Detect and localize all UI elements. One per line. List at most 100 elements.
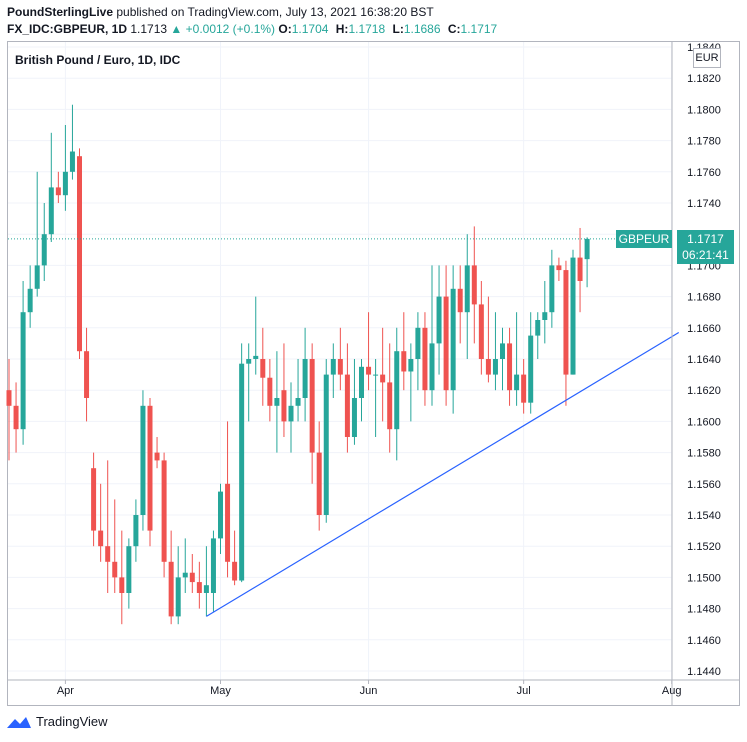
- candle-body: [295, 398, 301, 406]
- candle-body: [528, 335, 534, 403]
- candle-body: [563, 270, 569, 375]
- y-tick-label: 1.1660: [687, 323, 721, 335]
- candle-down: [147, 398, 153, 547]
- candle-body: [436, 296, 442, 344]
- candle-body: [77, 156, 82, 352]
- x-tick-label: Aug: [662, 685, 682, 697]
- trend-line: [206, 331, 680, 617]
- y-tick-label: 1.1440: [687, 666, 721, 678]
- candle-down: [443, 265, 449, 406]
- candle-body: [549, 265, 555, 313]
- candle-body: [147, 405, 153, 531]
- candle-body: [330, 359, 336, 375]
- chart-frame: [7, 41, 740, 706]
- candle-body: [450, 288, 456, 391]
- open-value: 1.1704: [291, 22, 329, 36]
- candle-down: [13, 382, 19, 453]
- candle-down: [168, 530, 174, 625]
- candle-up: [584, 237, 590, 288]
- candle-up: [34, 171, 40, 297]
- candle-up: [218, 483, 223, 554]
- candle-down: [55, 171, 61, 203]
- candle-body: [373, 374, 379, 376]
- candle-body: [98, 530, 104, 547]
- candle-up: [570, 249, 576, 375]
- candle-body: [408, 359, 414, 372]
- candle-body: [521, 374, 527, 403]
- candle-down: [154, 437, 160, 469]
- candle-up: [41, 203, 47, 281]
- candle-down: [6, 359, 12, 461]
- candle-body: [351, 398, 357, 437]
- x-tick-label: Jun: [360, 685, 378, 697]
- candle-body: [323, 374, 329, 515]
- candle-up: [323, 359, 329, 523]
- publisher-name[interactable]: PoundSterlingLive: [7, 5, 114, 19]
- candle-body: [542, 312, 548, 320]
- footer-brand: TradingView: [36, 714, 108, 729]
- candle-body: [500, 343, 505, 359]
- last-price-tag: 1.1717 06:21:41: [677, 230, 734, 264]
- open-label: O:: [278, 22, 292, 36]
- candle-up: [436, 265, 442, 375]
- currency-label[interactable]: EUR: [693, 48, 721, 68]
- candle-body: [288, 405, 294, 422]
- y-tick-label: 1.1460: [687, 635, 721, 647]
- candle-body: [140, 405, 146, 515]
- candle-body: [225, 483, 231, 562]
- candle-up: [203, 546, 209, 617]
- candle-up: [464, 234, 470, 359]
- candle-body: [457, 288, 463, 313]
- candle-body: [112, 561, 118, 578]
- last-price: 1.1713: [130, 22, 168, 36]
- close-value: 1.1717: [460, 22, 498, 36]
- candle-body: [260, 359, 266, 378]
- candle-body: [203, 585, 209, 593]
- x-tick-label: Jul: [517, 685, 531, 697]
- candle-up: [62, 125, 68, 211]
- candle-up: [274, 351, 280, 453]
- candle-down: [507, 327, 513, 406]
- time-axis: Apr May Jun Jul Aug: [8, 679, 740, 697]
- y-tick-label: 1.1480: [687, 604, 721, 616]
- close-label: C:: [447, 22, 461, 36]
- candle-down: [189, 554, 195, 593]
- candle-down: [309, 343, 315, 484]
- candle-body: [281, 390, 287, 422]
- tradingview-footer[interactable]: TradingView: [6, 714, 108, 729]
- candle-down: [232, 530, 238, 586]
- candle-body: [415, 327, 421, 359]
- candle-down: [387, 343, 393, 453]
- tradingview-logo-icon: [7, 716, 31, 728]
- candle-up: [140, 390, 146, 531]
- price-axis: 1.1440 1.1460 1.1480 1.1500 1.1520 1.1540 1.15…: [671, 42, 721, 705]
- candle-body: [492, 359, 498, 375]
- symbol-tag: GBPEUR: [616, 230, 672, 248]
- y-tick-label: 1.1520: [687, 541, 721, 553]
- candle-down: [577, 227, 583, 313]
- candle-up: [288, 382, 294, 453]
- candle-down: [316, 421, 322, 531]
- candle-down: [422, 312, 428, 406]
- candle-body: [41, 234, 47, 266]
- x-tick-label: Apr: [57, 685, 74, 697]
- candle-body: [556, 265, 562, 271]
- candle-body: [154, 452, 160, 461]
- candle-down: [98, 483, 104, 562]
- candles-layer: [6, 104, 590, 625]
- candle-down: [112, 499, 118, 593]
- y-tick-label: 1.1640: [687, 354, 721, 366]
- candle-up: [394, 327, 400, 461]
- candle-up: [514, 312, 520, 406]
- candle-down: [401, 312, 407, 391]
- candle-body: [485, 359, 491, 375]
- candle-body: [34, 265, 40, 289]
- candle-body: [401, 351, 407, 372]
- candle-down: [471, 226, 477, 344]
- series-title: British Pound / Euro, 1D, IDC: [15, 53, 181, 67]
- candle-body: [570, 257, 576, 375]
- candle-body: [359, 366, 364, 398]
- y-tick-label: 1.1540: [687, 510, 721, 522]
- candle-body: [246, 359, 252, 364]
